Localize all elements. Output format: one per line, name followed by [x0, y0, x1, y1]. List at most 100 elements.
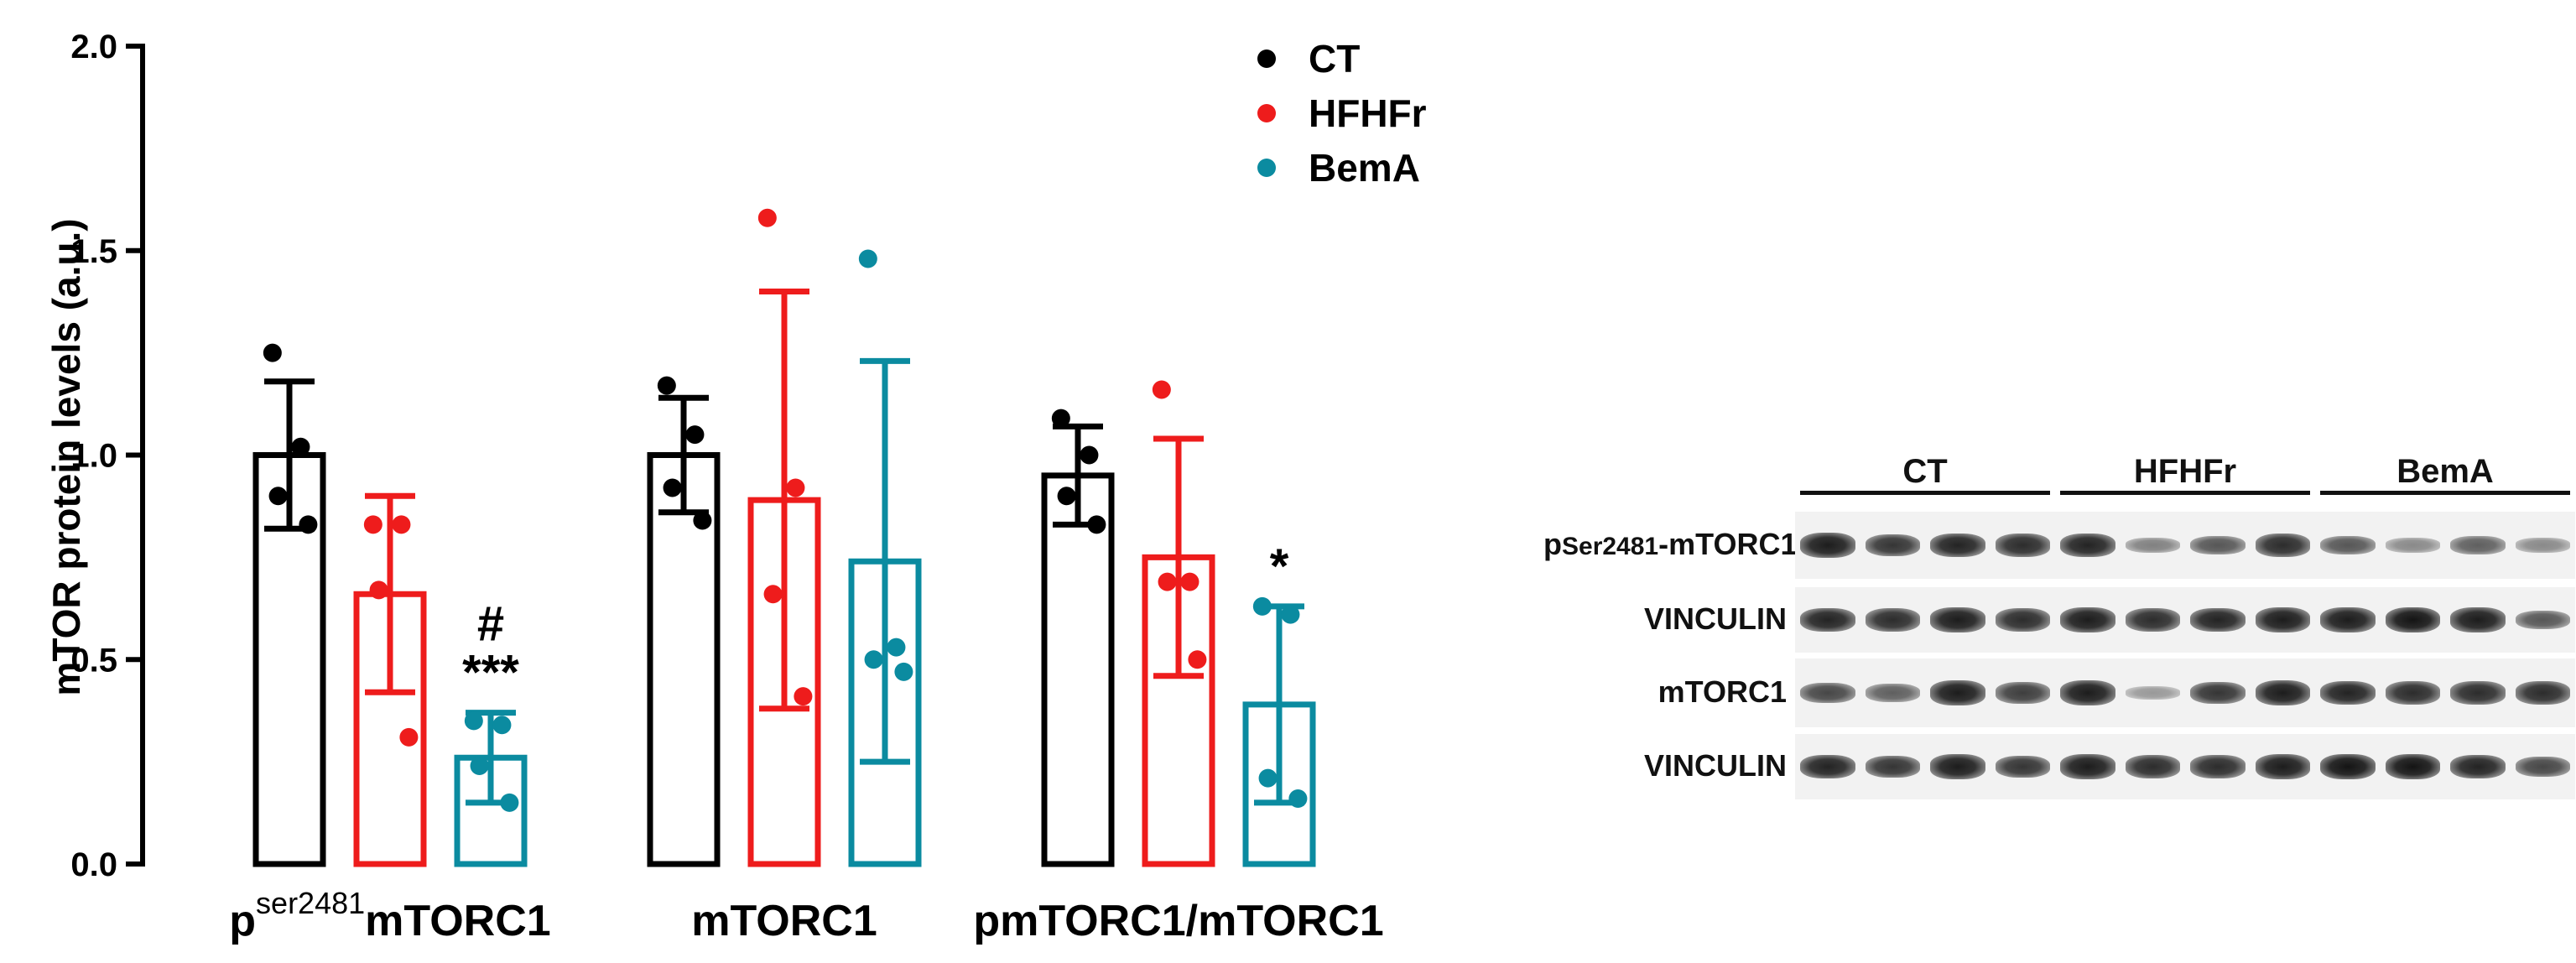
- blot-band: [1865, 608, 1920, 632]
- category-labels: pser2481mTORC1 mTORC1 pmTORC1/mTORC1: [229, 886, 1383, 945]
- data-point-ct: [663, 478, 682, 497]
- blot-band: [1930, 680, 1985, 705]
- blot-band: [2190, 607, 2246, 632]
- data-point-hfhfr: [794, 687, 813, 706]
- error-bars-layer: [264, 289, 1304, 806]
- blot-band: [2125, 755, 2180, 778]
- blot-band: [2450, 681, 2506, 705]
- blot-band: [2255, 680, 2310, 705]
- blot-band: [2385, 538, 2440, 553]
- blot-group-label: CT: [1902, 453, 1948, 490]
- blot-band: [2255, 754, 2310, 779]
- blot-band: [1800, 754, 1855, 779]
- blot-band: [2060, 680, 2115, 705]
- blot-strip: [1795, 512, 2575, 579]
- y-tick-label: 2.0: [70, 29, 117, 65]
- data-point-hfhfr: [1152, 380, 1171, 399]
- data-point-ct: [268, 487, 288, 506]
- data-point-hfhfr: [757, 208, 777, 227]
- blot-band: [2190, 535, 2246, 555]
- data-point-bema: [470, 757, 489, 775]
- data-point-hfhfr: [399, 727, 419, 747]
- blot-band: [2515, 756, 2570, 778]
- category-label: mTORC1: [691, 897, 877, 945]
- blot-band: [2320, 754, 2376, 779]
- blot-strip: [1795, 587, 2575, 653]
- data-point-bema: [464, 711, 483, 731]
- blot-row-label: VINCULIN: [1644, 601, 1787, 636]
- blot-band: [1800, 533, 1855, 558]
- blot-band: [2385, 681, 2440, 705]
- blot-band: [2190, 681, 2246, 705]
- data-point-hfhfr: [363, 515, 382, 534]
- blot-row-label: VINCULIN: [1644, 748, 1787, 783]
- data-point-ct: [1087, 515, 1106, 534]
- blot-band: [2190, 755, 2246, 778]
- blot-band: [1865, 684, 1920, 702]
- blot-group-line: [1800, 491, 2050, 495]
- blot-band: [2060, 754, 2115, 779]
- blot-group-line: [2320, 491, 2570, 495]
- blot-band: [2450, 607, 2506, 632]
- data-point-ct: [1057, 487, 1076, 506]
- blot-row-label: pSer2481-mTORC1: [1543, 527, 1798, 561]
- data-point-bema: [864, 650, 883, 669]
- data-point-ct: [291, 437, 310, 456]
- legend-label: BemA: [1309, 146, 1420, 190]
- legend-marker-bema: [1257, 159, 1276, 177]
- blot-group-label: HFHFr: [2133, 453, 2237, 490]
- data-point-bema: [1281, 605, 1300, 624]
- blot-group-line: [2060, 491, 2310, 495]
- blot-band: [2515, 681, 2570, 705]
- data-point-hfhfr: [786, 478, 805, 497]
- blot-band: [1995, 755, 2050, 778]
- blot-band: [1930, 533, 1985, 558]
- legend: CT HFHFr BemA: [1257, 37, 1427, 190]
- y-tick-label: 1.5: [70, 233, 117, 270]
- blot-group-label: BemA: [2396, 453, 2494, 490]
- blot-band: [2125, 537, 2180, 554]
- blot-band: [1930, 607, 1985, 632]
- blot-band: [1800, 607, 1855, 632]
- blot-band: [2385, 607, 2440, 632]
- data-point-bema: [887, 638, 906, 657]
- annotations-layer: #****: [462, 539, 1289, 700]
- blot-band: [2320, 535, 2376, 555]
- blot-row-label: mTORC1: [1657, 674, 1787, 709]
- blot-band: [1995, 682, 2050, 704]
- blot-band: [2515, 538, 2570, 553]
- category-label: pser2481mTORC1: [229, 886, 550, 945]
- legend-label: HFHFr: [1309, 91, 1427, 135]
- data-point-bema: [894, 662, 913, 681]
- blot-band: [2385, 754, 2440, 779]
- bar-chart: 0.00.51.01.52.0 #**** pser2481mTORC1 mTOR…: [44, 29, 1427, 945]
- blot-band: [2125, 686, 2180, 700]
- blot-group-ct: CT: [1800, 453, 2050, 495]
- blot-band: [2060, 533, 2115, 558]
- data-point-ct: [685, 425, 705, 445]
- western-blot-panel: CT HFHFr BemA pSer2481-mTORC1 VINCULIN mTORC1…: [1543, 453, 2576, 814]
- y-tick-label: 0.5: [70, 642, 117, 679]
- category-label: pmTORC1/mTORC1: [973, 897, 1383, 945]
- data-point-bema: [1258, 768, 1278, 788]
- y-tick-label: 0.0: [70, 846, 117, 883]
- blot-band: [2450, 754, 2506, 779]
- data-point-hfhfr: [1158, 572, 1177, 591]
- y-axis: 0.0 0.5 1.0 1.5 2.0: [70, 29, 145, 883]
- blot-band: [2125, 608, 2180, 632]
- data-point-bema: [1288, 789, 1308, 808]
- blot-band: [2320, 680, 2376, 705]
- blot-band: [2255, 534, 2310, 557]
- legend-marker-hfhfr: [1257, 104, 1276, 122]
- blot-band: [1865, 534, 1920, 557]
- bar-ct-2: [1041, 472, 1115, 867]
- blot-strip: [1795, 734, 2575, 799]
- significance-marker: *: [1270, 539, 1289, 594]
- blot-band: [2320, 607, 2376, 632]
- data-point-ct: [263, 343, 282, 362]
- data-point-ct: [1051, 409, 1070, 428]
- data-point-hfhfr: [369, 580, 388, 600]
- significance-marker: #: [477, 597, 504, 652]
- data-point-bema: [1252, 596, 1272, 616]
- data-point-ct: [693, 511, 712, 530]
